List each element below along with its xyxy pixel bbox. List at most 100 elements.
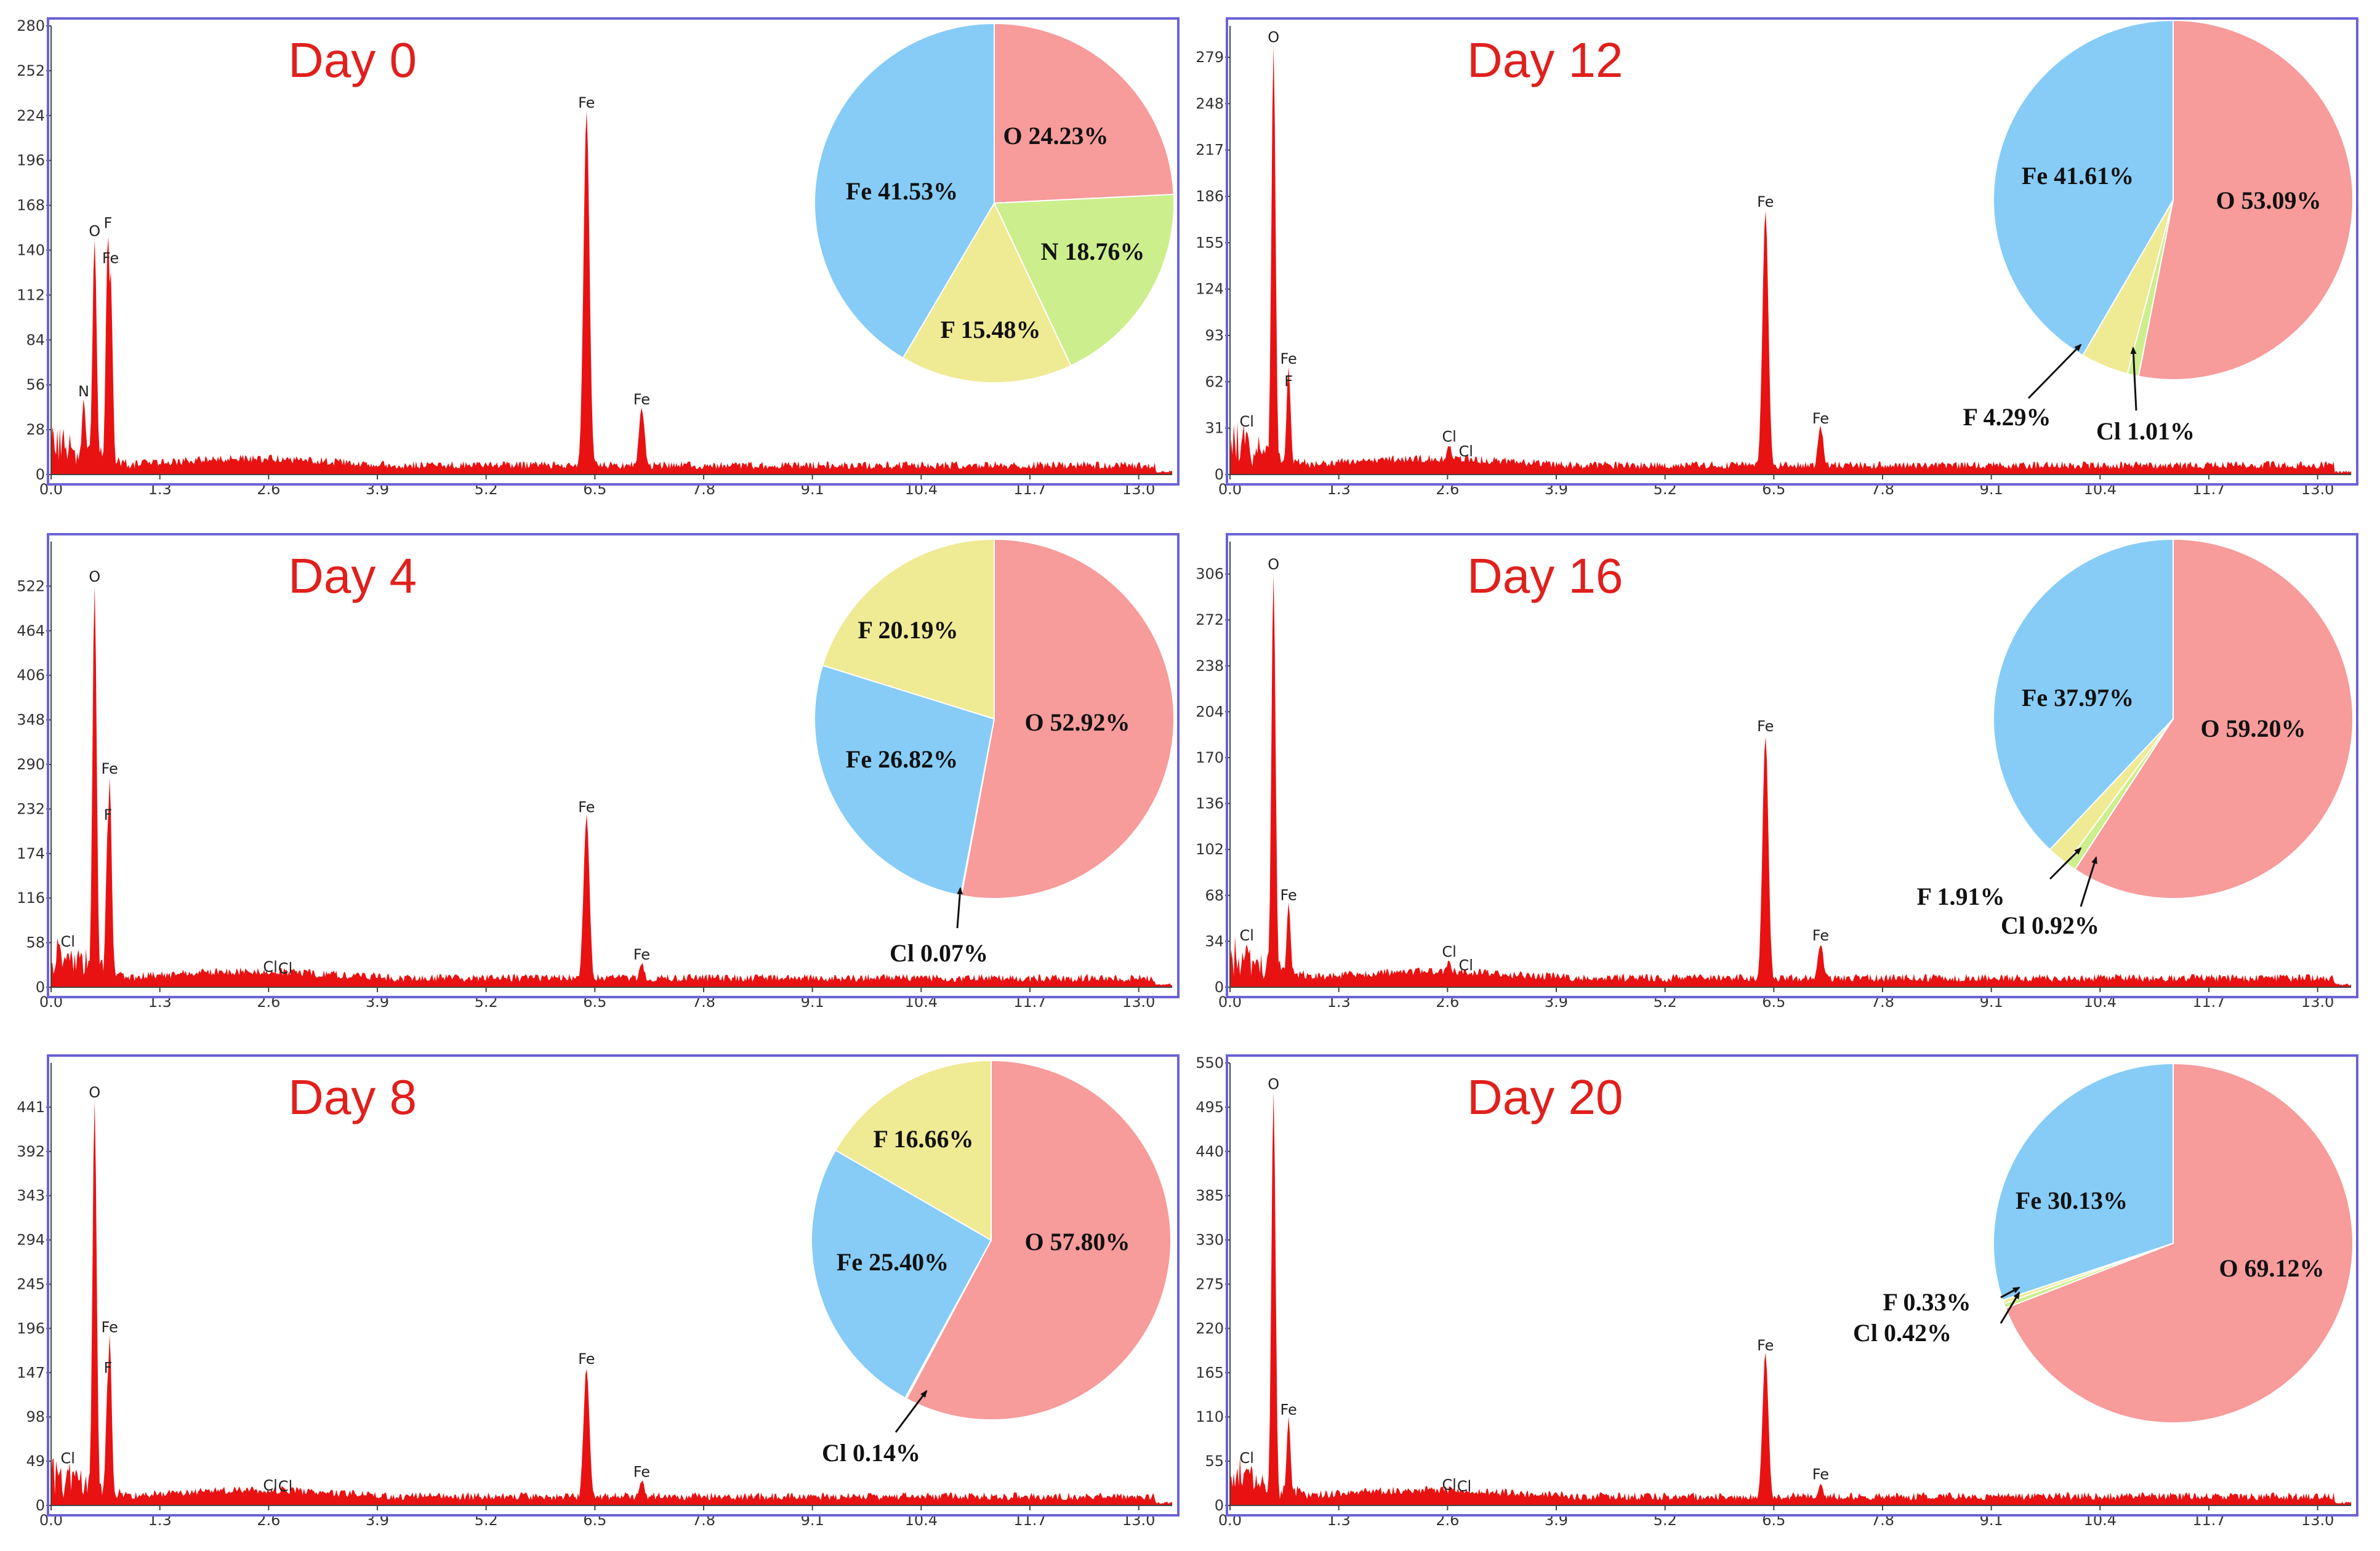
pie-slice-label: O 24.23% <box>1003 122 1108 150</box>
pie-slice-o <box>960 538 1175 899</box>
peak-label: Cl <box>1442 944 1456 961</box>
composition-pie: O 53.09% Cl 1.01% F 4.29% Fe 41.61% <box>1963 19 2354 445</box>
y-tick-label: 155 <box>1196 234 1224 251</box>
pie-slice-f <box>821 538 995 720</box>
pie-slice-fe <box>814 22 995 359</box>
peak-label: Fe <box>1757 193 1774 210</box>
peak-label: O <box>1268 28 1279 46</box>
pie-slice-label: O 57.80% <box>1024 1228 1130 1256</box>
y-tick-label: 196 <box>17 152 45 169</box>
composition-pie: O 24.23% N 18.76% F 15.48% Fe 41.53% <box>814 22 1175 383</box>
peak-label: Fe <box>578 1350 595 1368</box>
peak-label: Cl <box>263 1477 277 1494</box>
y-tick-label: 232 <box>17 800 45 817</box>
peak-label: Cl <box>1239 927 1253 944</box>
panel-frame <box>47 1054 1180 1517</box>
y-tick-label: 290 <box>17 756 45 773</box>
y-tick-label: 93 <box>1205 327 1224 344</box>
composition-pie: O 52.92% Cl 0.07% Fe 26.82% F 20.19% <box>814 538 1175 967</box>
pie-slice-f <box>834 1059 992 1241</box>
y-tick-label: 116 <box>17 889 45 907</box>
y-tick-label: 58 <box>26 934 45 952</box>
y-tick-label: 49 <box>26 1453 45 1470</box>
pie-callout-label: F 4.29% <box>1963 403 2051 431</box>
y-tick-label: 252 <box>17 62 45 79</box>
peak-label: Fe <box>102 250 119 267</box>
peak-label: Fe <box>578 94 595 111</box>
y-tick-label: 272 <box>1196 611 1224 628</box>
y-tick-label: 0 <box>36 466 45 483</box>
panel-title: Day 4 <box>288 548 417 603</box>
pie-slice-label: O 53.09% <box>2216 186 2321 214</box>
peak-label: F <box>104 1360 113 1377</box>
peak-label: N <box>78 383 89 400</box>
callout-arrow <box>2130 347 2137 411</box>
y-tick-label: 464 <box>17 622 45 639</box>
panel-title: Day 8 <box>288 1070 417 1124</box>
pie-slice-fe <box>811 1149 992 1399</box>
pie-slice-label: Fe 25.40% <box>837 1248 949 1276</box>
peak-label: O <box>89 568 100 585</box>
y-tick-label: 275 <box>1196 1276 1224 1293</box>
pie-slice-o <box>2004 1062 2354 1424</box>
peak-label: Fe <box>578 798 595 816</box>
y-tick-label: 238 <box>1196 657 1224 675</box>
y-tick-label: 147 <box>17 1364 45 1381</box>
peak-label: Fe <box>101 1319 118 1336</box>
y-tick-label: 68 <box>1205 887 1224 904</box>
y-tick-label: 224 <box>17 107 45 124</box>
pie-slice-o <box>906 1059 1172 1421</box>
peak-label: F <box>104 806 113 824</box>
pie-slice-label: Fe 30.13% <box>2016 1187 2128 1214</box>
pie-slice-label: N 18.76% <box>1041 238 1145 265</box>
callout-arrow <box>2080 856 2097 907</box>
peak-label: O <box>1268 1075 1279 1092</box>
peak-label: F <box>1284 372 1293 390</box>
panel-frame <box>47 17 1180 486</box>
y-tick-label: 31 <box>1205 420 1224 437</box>
peak-label: Fe <box>101 760 118 777</box>
y-tick-label: 102 <box>1196 841 1224 858</box>
peak-label: Cl <box>278 1478 292 1495</box>
y-tick-label: 440 <box>1196 1143 1224 1160</box>
pie-slice-f <box>902 201 1072 383</box>
peak-label: Cl <box>1239 1449 1253 1467</box>
pie-slice-label: Fe 37.97% <box>2022 684 2134 711</box>
callout-arrow <box>2000 1291 2020 1324</box>
y-tick-label: 248 <box>1196 95 1224 112</box>
peak-label: O <box>1268 556 1279 573</box>
y-tick-label: 55 <box>1205 1453 1224 1470</box>
pie-slice-label: F 16.66% <box>874 1125 974 1153</box>
y-tick-label: 0 <box>36 979 45 996</box>
peak-label: Fe <box>1812 927 1829 944</box>
callout-arrow <box>2027 343 2082 399</box>
y-tick-label: 392 <box>17 1143 45 1160</box>
panel-title: Day 0 <box>288 33 417 87</box>
y-tick-label: 112 <box>17 286 45 303</box>
peak-label: Fe <box>1757 718 1774 735</box>
y-tick-label: 165 <box>1196 1364 1224 1381</box>
y-tick-label: 330 <box>1196 1232 1224 1249</box>
y-tick-label: 550 <box>1196 1054 1224 1072</box>
y-tick-label: 294 <box>17 1232 45 1249</box>
pie-callout-label: Cl 0.92% <box>2001 912 2099 939</box>
pie-callout-label: Cl 0.42% <box>1853 1319 1952 1347</box>
y-tick-label: 441 <box>17 1099 45 1116</box>
y-tick-label: 140 <box>17 242 45 259</box>
y-tick-label: 279 <box>1196 49 1224 66</box>
pie-slice-label: Fe 41.53% <box>846 177 958 205</box>
pie-callout-label: F 1.91% <box>1917 883 2005 910</box>
callout-arrow <box>2000 1286 2020 1299</box>
peak-label: Fe <box>633 391 650 408</box>
panel-frame <box>1226 533 2358 998</box>
peak-label: Cl <box>1459 956 1473 974</box>
y-tick-label: 245 <box>17 1276 45 1293</box>
y-tick-label: 124 <box>1196 281 1224 298</box>
pie-slice-label: O 52.92% <box>1024 708 1130 736</box>
callout-arrow <box>2049 847 2082 880</box>
